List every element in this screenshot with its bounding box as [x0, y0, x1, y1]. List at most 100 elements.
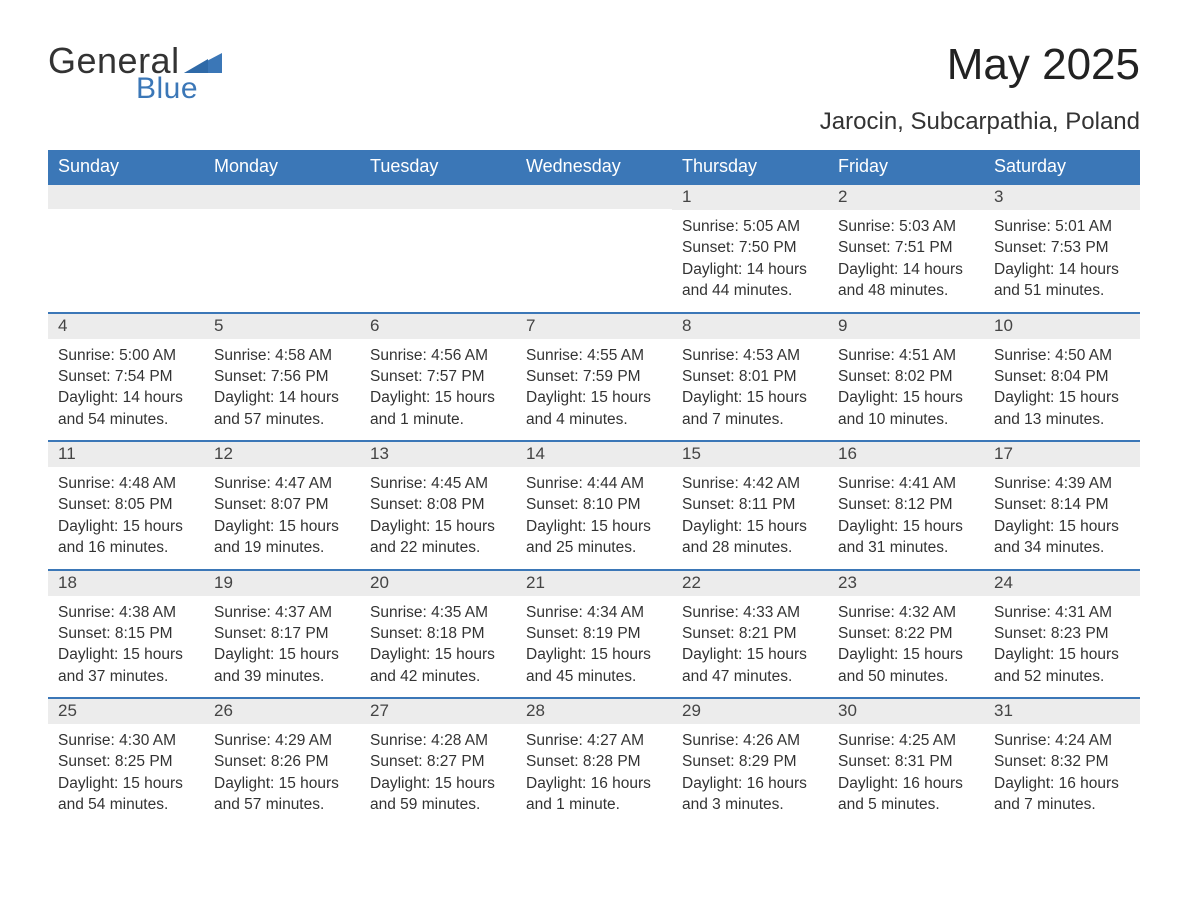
day-number: 16 [828, 442, 984, 467]
daylight-text: Daylight: 16 hours and 7 minutes. [994, 773, 1130, 816]
day-number: 25 [48, 699, 204, 724]
day-cell: 3Sunrise: 5:01 AMSunset: 7:53 PMDaylight… [984, 185, 1140, 312]
daylight-text: Daylight: 15 hours and 45 minutes. [526, 644, 662, 687]
day-number: 9 [828, 314, 984, 339]
day-number: 28 [516, 699, 672, 724]
sunset-text: Sunset: 8:14 PM [994, 494, 1130, 515]
daylight-text: Daylight: 14 hours and 51 minutes. [994, 259, 1130, 302]
daylight-text: Daylight: 14 hours and 57 minutes. [214, 387, 350, 430]
sunrise-text: Sunrise: 5:00 AM [58, 345, 194, 366]
day-cell: 31Sunrise: 4:24 AMSunset: 8:32 PMDayligh… [984, 699, 1140, 826]
sunset-text: Sunset: 8:01 PM [682, 366, 818, 387]
day-body: Sunrise: 4:32 AMSunset: 8:22 PMDaylight:… [828, 596, 984, 688]
daylight-text: Daylight: 15 hours and 42 minutes. [370, 644, 506, 687]
day-number: 22 [672, 571, 828, 596]
week-row: 11Sunrise: 4:48 AMSunset: 8:05 PMDayligh… [48, 440, 1140, 569]
sunset-text: Sunset: 8:25 PM [58, 751, 194, 772]
day-cell [516, 185, 672, 312]
day-number: 5 [204, 314, 360, 339]
logo-word-blue: Blue [136, 72, 222, 106]
day-cell: 14Sunrise: 4:44 AMSunset: 8:10 PMDayligh… [516, 442, 672, 569]
sunset-text: Sunset: 7:57 PM [370, 366, 506, 387]
day-cell: 16Sunrise: 4:41 AMSunset: 8:12 PMDayligh… [828, 442, 984, 569]
day-cell: 10Sunrise: 4:50 AMSunset: 8:04 PMDayligh… [984, 314, 1140, 441]
sunset-text: Sunset: 8:15 PM [58, 623, 194, 644]
daylight-text: Daylight: 16 hours and 5 minutes. [838, 773, 974, 816]
sunset-text: Sunset: 8:31 PM [838, 751, 974, 772]
day-number: 14 [516, 442, 672, 467]
sunrise-text: Sunrise: 4:37 AM [214, 602, 350, 623]
day-number: 29 [672, 699, 828, 724]
sunrise-text: Sunrise: 4:50 AM [994, 345, 1130, 366]
week-row: 1Sunrise: 5:05 AMSunset: 7:50 PMDaylight… [48, 185, 1140, 312]
day-cell: 2Sunrise: 5:03 AMSunset: 7:51 PMDaylight… [828, 185, 984, 312]
empty-day-number [516, 185, 672, 209]
sunrise-text: Sunrise: 4:33 AM [682, 602, 818, 623]
day-number: 17 [984, 442, 1140, 467]
sunset-text: Sunset: 8:02 PM [838, 366, 974, 387]
sunrise-text: Sunrise: 4:56 AM [370, 345, 506, 366]
sunset-text: Sunset: 8:12 PM [838, 494, 974, 515]
day-cell [360, 185, 516, 312]
day-body: Sunrise: 4:33 AMSunset: 8:21 PMDaylight:… [672, 596, 828, 688]
sunset-text: Sunset: 8:22 PM [838, 623, 974, 644]
weekday-header: Tuesday [360, 150, 516, 185]
day-number: 10 [984, 314, 1140, 339]
sunrise-text: Sunrise: 4:24 AM [994, 730, 1130, 751]
logo: General Blue [48, 40, 222, 106]
day-body: Sunrise: 4:25 AMSunset: 8:31 PMDaylight:… [828, 724, 984, 816]
day-cell: 24Sunrise: 4:31 AMSunset: 8:23 PMDayligh… [984, 571, 1140, 698]
daylight-text: Daylight: 15 hours and 19 minutes. [214, 516, 350, 559]
day-number: 26 [204, 699, 360, 724]
day-cell: 12Sunrise: 4:47 AMSunset: 8:07 PMDayligh… [204, 442, 360, 569]
day-cell: 29Sunrise: 4:26 AMSunset: 8:29 PMDayligh… [672, 699, 828, 826]
day-cell: 6Sunrise: 4:56 AMSunset: 7:57 PMDaylight… [360, 314, 516, 441]
sunrise-text: Sunrise: 4:34 AM [526, 602, 662, 623]
sunrise-text: Sunrise: 4:28 AM [370, 730, 506, 751]
day-cell: 15Sunrise: 4:42 AMSunset: 8:11 PMDayligh… [672, 442, 828, 569]
sunset-text: Sunset: 7:59 PM [526, 366, 662, 387]
day-number: 27 [360, 699, 516, 724]
sunset-text: Sunset: 7:50 PM [682, 237, 818, 258]
day-number: 4 [48, 314, 204, 339]
sunset-text: Sunset: 8:21 PM [682, 623, 818, 644]
sunset-text: Sunset: 8:19 PM [526, 623, 662, 644]
sunrise-text: Sunrise: 5:03 AM [838, 216, 974, 237]
empty-day-number [360, 185, 516, 209]
day-body: Sunrise: 5:03 AMSunset: 7:51 PMDaylight:… [828, 210, 984, 302]
daylight-text: Daylight: 14 hours and 54 minutes. [58, 387, 194, 430]
sunrise-text: Sunrise: 4:55 AM [526, 345, 662, 366]
day-number: 19 [204, 571, 360, 596]
day-body: Sunrise: 5:00 AMSunset: 7:54 PMDaylight:… [48, 339, 204, 431]
daylight-text: Daylight: 15 hours and 22 minutes. [370, 516, 506, 559]
sunset-text: Sunset: 8:23 PM [994, 623, 1130, 644]
day-body: Sunrise: 4:28 AMSunset: 8:27 PMDaylight:… [360, 724, 516, 816]
sunset-text: Sunset: 8:28 PM [526, 751, 662, 772]
day-number: 1 [672, 185, 828, 210]
sunrise-text: Sunrise: 4:30 AM [58, 730, 194, 751]
weekday-header: Saturday [984, 150, 1140, 185]
sunrise-text: Sunrise: 4:42 AM [682, 473, 818, 494]
weekday-header: Friday [828, 150, 984, 185]
sunset-text: Sunset: 8:17 PM [214, 623, 350, 644]
week-row: 4Sunrise: 5:00 AMSunset: 7:54 PMDaylight… [48, 312, 1140, 441]
sunset-text: Sunset: 8:18 PM [370, 623, 506, 644]
weekday-header: Sunday [48, 150, 204, 185]
daylight-text: Daylight: 15 hours and 13 minutes. [994, 387, 1130, 430]
day-cell [48, 185, 204, 312]
day-body: Sunrise: 5:05 AMSunset: 7:50 PMDaylight:… [672, 210, 828, 302]
day-cell: 25Sunrise: 4:30 AMSunset: 8:25 PMDayligh… [48, 699, 204, 826]
day-number: 18 [48, 571, 204, 596]
day-body: Sunrise: 4:55 AMSunset: 7:59 PMDaylight:… [516, 339, 672, 431]
empty-day-number [48, 185, 204, 209]
day-cell: 4Sunrise: 5:00 AMSunset: 7:54 PMDaylight… [48, 314, 204, 441]
day-cell: 8Sunrise: 4:53 AMSunset: 8:01 PMDaylight… [672, 314, 828, 441]
sunrise-text: Sunrise: 4:48 AM [58, 473, 194, 494]
day-cell: 23Sunrise: 4:32 AMSunset: 8:22 PMDayligh… [828, 571, 984, 698]
daylight-text: Daylight: 15 hours and 39 minutes. [214, 644, 350, 687]
day-number: 12 [204, 442, 360, 467]
daylight-text: Daylight: 15 hours and 1 minute. [370, 387, 506, 430]
day-number: 8 [672, 314, 828, 339]
day-number: 31 [984, 699, 1140, 724]
day-number: 7 [516, 314, 672, 339]
